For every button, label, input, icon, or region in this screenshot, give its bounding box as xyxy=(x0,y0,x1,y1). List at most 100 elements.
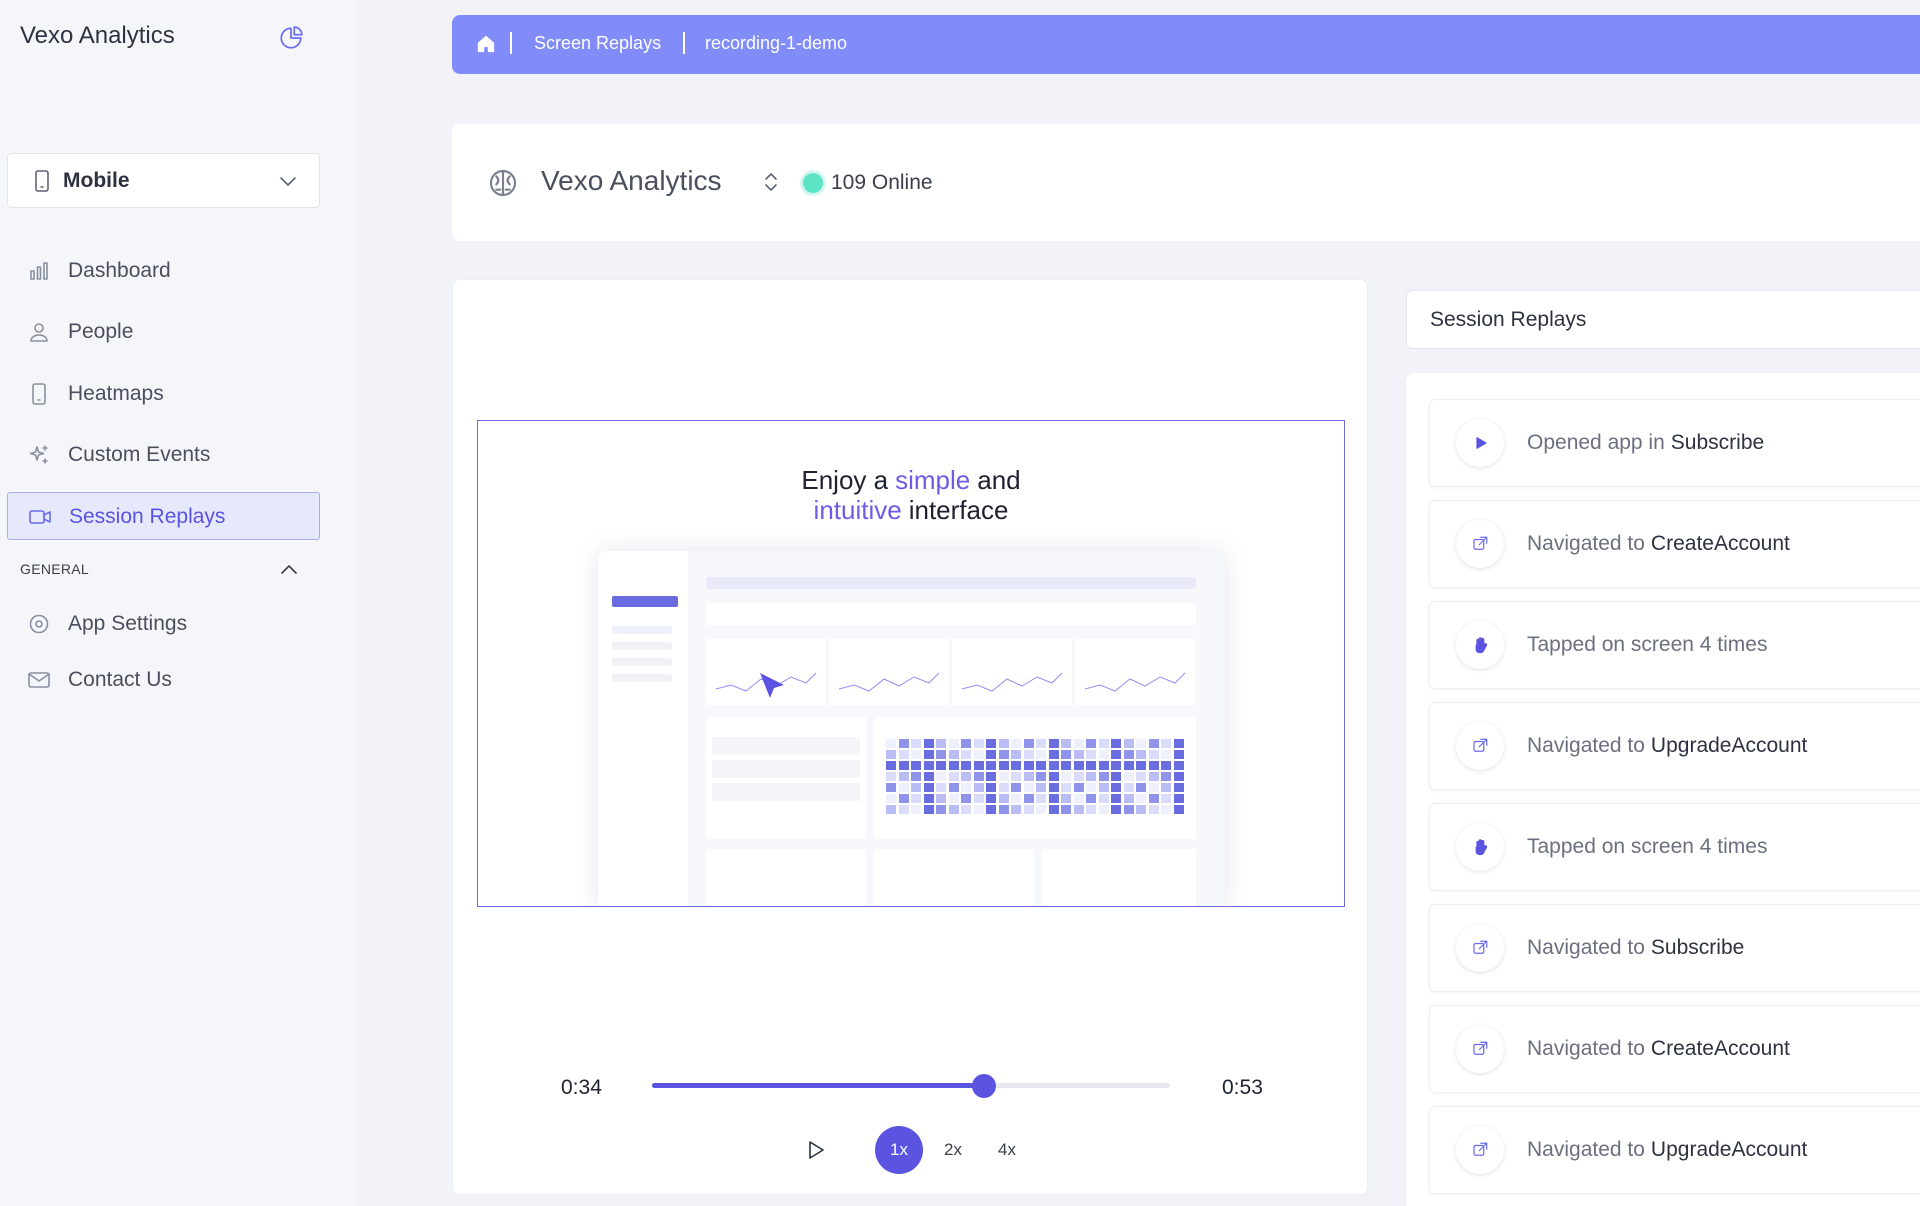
event-icon-glyph xyxy=(1471,1141,1489,1159)
breadcrumb-current: recording-1-demo xyxy=(705,33,848,53)
event-item[interactable]: Navigated to UpgradeAccount xyxy=(1429,1106,1920,1194)
preview-stat xyxy=(952,639,1072,705)
preview-cell xyxy=(1111,761,1121,770)
dropdown-chevron-svg xyxy=(280,177,296,186)
preview-cell xyxy=(973,794,984,803)
preview-cell xyxy=(1086,772,1096,781)
event-icon xyxy=(1456,722,1504,770)
nav-item[interactable]: App Settings xyxy=(7,600,320,648)
preview-cell xyxy=(898,772,909,781)
preview-cell xyxy=(1061,739,1071,748)
preview-cell xyxy=(1111,805,1121,814)
nav-label: App Settings xyxy=(68,612,188,635)
preview-panel xyxy=(874,849,1034,906)
nav-icon-svg xyxy=(30,262,48,280)
preview-cell xyxy=(1173,739,1184,748)
event-icon-glyph-svg xyxy=(1476,437,1487,449)
event-action: Navigated to xyxy=(1527,1037,1645,1060)
preview-stat xyxy=(829,639,949,705)
seek-knob[interactable] xyxy=(972,1074,997,1098)
event-item[interactable]: Tapped on screen 4 times xyxy=(1429,803,1920,891)
speed-button[interactable]: 1x xyxy=(875,1126,923,1174)
preview-cell xyxy=(911,761,921,770)
speed-button[interactable]: 4x xyxy=(998,1140,1016,1159)
event-action: Navigated to xyxy=(1527,936,1645,959)
section-label: GENERAL xyxy=(20,561,90,577)
preview-cell xyxy=(998,805,1009,814)
preview-cell xyxy=(948,750,959,759)
preview-cell xyxy=(1073,750,1084,759)
event-target: CreateAccount xyxy=(1650,532,1790,555)
preview-header xyxy=(706,603,1196,625)
preview-cell xyxy=(1023,739,1034,748)
event-icon-glyph xyxy=(1471,939,1489,957)
preview-cell xyxy=(1073,739,1084,748)
preview-cell xyxy=(1123,805,1134,814)
event-item[interactable]: Navigated to UpgradeAccount xyxy=(1429,702,1920,790)
preview-cell xyxy=(986,772,996,781)
seek-progress xyxy=(652,1083,985,1088)
preview-panel xyxy=(706,849,866,906)
preview-cell xyxy=(1148,805,1159,814)
preview-cell xyxy=(1136,761,1146,770)
preview-breadcrumb xyxy=(706,577,1196,589)
app-name: Vexo Analytics xyxy=(541,165,722,196)
preview-cell xyxy=(1061,783,1071,792)
preview-cell xyxy=(1048,761,1059,770)
preview-button xyxy=(612,596,678,607)
preview-cell xyxy=(1086,750,1096,759)
preview-cell xyxy=(986,761,996,770)
nav-icon-svg xyxy=(29,614,49,634)
device-select[interactable]: Mobile xyxy=(7,153,320,208)
home-icon-svg xyxy=(477,35,495,53)
preview-cell xyxy=(1161,761,1171,770)
preview-spark xyxy=(838,672,940,692)
nav-item[interactable]: Contact Us xyxy=(7,656,320,704)
preview-cell xyxy=(1011,761,1021,770)
event-item[interactable]: Tapped on screen 4 times xyxy=(1429,601,1920,689)
nav-item[interactable]: People xyxy=(7,308,320,356)
preview-cell xyxy=(1173,761,1184,770)
nav-icon xyxy=(28,505,52,529)
event-item[interactable]: Opened app in Subscribe xyxy=(1429,399,1920,487)
preview-cell xyxy=(936,772,946,781)
preview-cell xyxy=(1073,794,1084,803)
event-icon xyxy=(1456,1025,1504,1073)
play-button[interactable] xyxy=(803,1138,827,1162)
app-header-card: Vexo Analytics 109 Online xyxy=(452,124,1920,241)
event-item[interactable]: Navigated to Subscribe xyxy=(1429,904,1920,992)
preview-cell xyxy=(1036,761,1046,770)
device-label: Mobile xyxy=(63,169,130,192)
event-item[interactable]: Navigated to CreateAccount xyxy=(1429,500,1920,588)
preview-cell xyxy=(1036,739,1046,748)
preview-sidebar xyxy=(598,551,688,906)
preview-cell xyxy=(1011,772,1021,781)
breadcrumb-link[interactable]: Screen Replays xyxy=(534,33,662,53)
nav-icon-svg xyxy=(28,671,50,688)
preview-cell xyxy=(923,805,934,814)
speed-button[interactable]: 2x xyxy=(944,1140,962,1159)
preview-cell xyxy=(1086,783,1096,792)
preview-cell xyxy=(1061,805,1071,814)
preview-cell xyxy=(886,739,896,748)
preview-cell xyxy=(1111,739,1121,748)
preview-cell xyxy=(961,794,971,803)
event-icon-glyph-svg xyxy=(1473,1142,1488,1156)
nav-item[interactable]: Dashboard xyxy=(7,247,320,295)
preview-stat xyxy=(706,639,826,705)
event-text: Navigated to CreateAccount xyxy=(1527,1037,1790,1061)
preview-cell xyxy=(986,794,996,803)
event-icon xyxy=(1456,419,1504,467)
event-item[interactable]: Navigated to CreateAccount xyxy=(1429,1005,1920,1093)
online-count: 109 Online xyxy=(831,171,933,194)
nav-icon-svg xyxy=(30,323,48,343)
nav-item[interactable]: Custom Events xyxy=(7,431,320,479)
nav-item[interactable]: Heatmaps xyxy=(7,370,320,418)
app-switcher[interactable] xyxy=(759,170,783,194)
preview-cell xyxy=(1161,739,1171,748)
event-icon-glyph xyxy=(1471,535,1489,553)
preview-cell xyxy=(948,772,959,781)
preview-cell xyxy=(1098,772,1109,781)
nav-item[interactable]: Session Replays xyxy=(7,492,320,541)
preview-cell xyxy=(923,739,934,748)
